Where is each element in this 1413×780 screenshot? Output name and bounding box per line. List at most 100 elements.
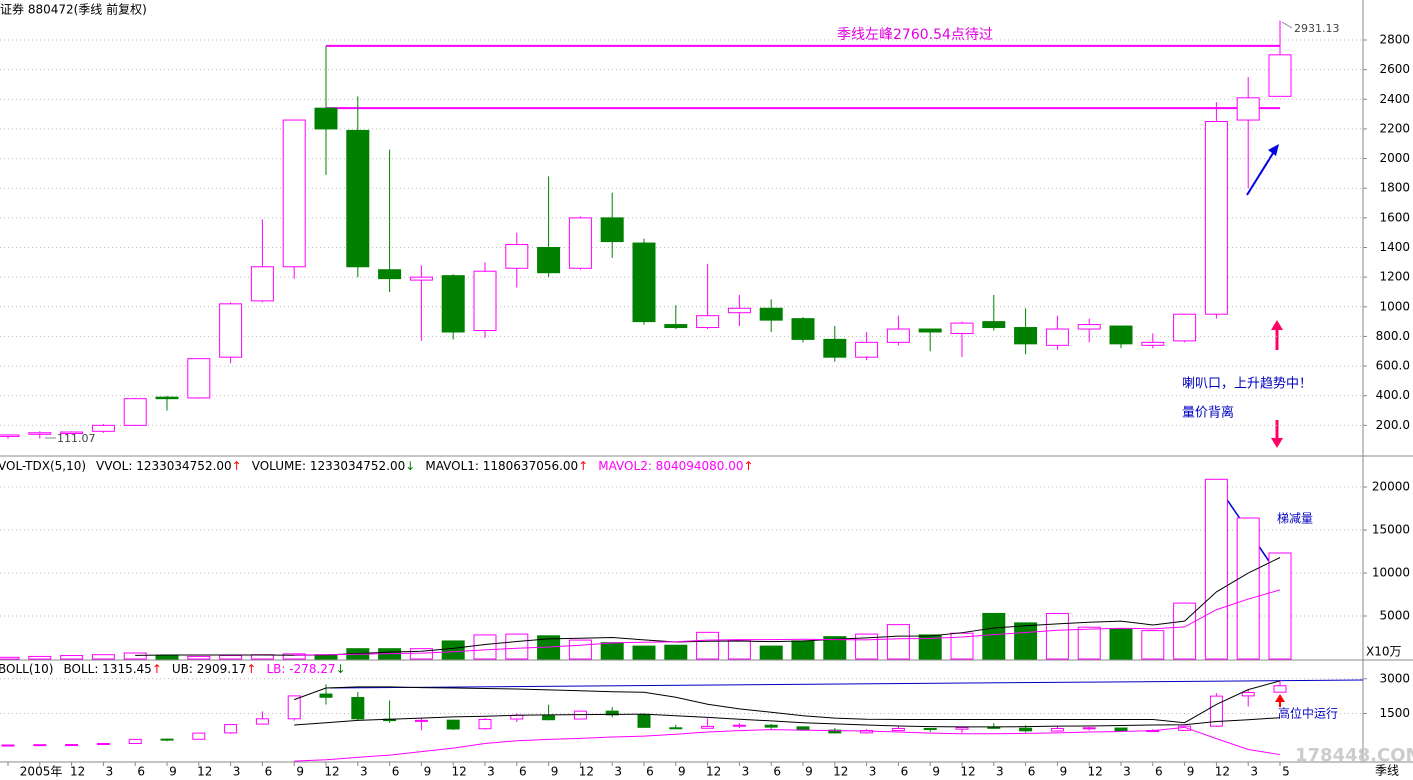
candle-body (414, 719, 428, 722)
x-tick-label: 5 (1282, 765, 1290, 779)
readout: ↑ (578, 459, 588, 473)
volume-bar (473, 634, 497, 660)
y-tick-label: 1800 (1379, 181, 1410, 195)
y-tick-label: 10000 (1372, 566, 1410, 580)
annotation: 季线左峰2760.54点待过 (837, 27, 993, 43)
candle-body (478, 718, 492, 730)
x-tick-label: 3 (614, 765, 622, 779)
candle-body (987, 726, 1001, 729)
candle-body (696, 315, 720, 329)
annotation: 梯减量 (1277, 512, 1313, 526)
candle-body (727, 307, 751, 314)
volume-bar (1204, 478, 1228, 660)
candle-body (1050, 727, 1064, 732)
candle-body (1045, 328, 1069, 346)
readout: BOLL(10) (0, 662, 53, 676)
indicator-line (294, 680, 1281, 724)
candle-body (669, 727, 683, 730)
y-tick-label: 200.0 (1376, 418, 1410, 432)
volume-bar (505, 633, 529, 660)
x-tick-label: 3 (996, 765, 1004, 779)
x-tick-label: 9 (932, 765, 940, 779)
volume-bar (187, 655, 211, 660)
candle-body (1173, 313, 1197, 342)
candle-body (1082, 727, 1096, 730)
candle-body (823, 338, 847, 358)
candle-body (1109, 325, 1133, 345)
candle-body (1019, 727, 1033, 732)
candle-body (1014, 327, 1038, 345)
candle-body (96, 743, 110, 746)
x-tick-label: 9 (805, 765, 813, 779)
y-tick-label: 800.0 (1376, 329, 1410, 343)
x-tick-label: 12 (70, 765, 85, 779)
candle-body (255, 718, 269, 725)
y-tick-label: 2200 (1379, 121, 1410, 135)
y-tick-label: 20000 (1372, 480, 1410, 494)
x-tick-label: 12 (706, 765, 721, 779)
y-tick-label: 2400 (1379, 92, 1410, 106)
y-tick-label: 5000 (1379, 609, 1410, 623)
readout: ↓ (336, 662, 346, 676)
x-tick-label: 3 (1123, 765, 1131, 779)
candle-body (473, 270, 497, 332)
candle-body (1273, 685, 1287, 693)
y-tick-label: 400.0 (1376, 388, 1410, 402)
volume-bar (155, 655, 179, 660)
candle-body (192, 732, 206, 740)
readout: ↑ (152, 662, 162, 676)
y-tick-label: 1000 (1379, 299, 1410, 313)
volume-bar (823, 636, 847, 660)
x-tick-label: 12 (1215, 765, 1230, 779)
x-tick-label: 9 (551, 765, 559, 779)
x-tick-label: 3 (106, 765, 114, 779)
volume-bar (409, 648, 433, 660)
volume-bar (886, 624, 910, 660)
indicator-header: VOL-TDX(5,10) VVOL: 1233034752.00↑ VOLUME:… (0, 459, 754, 473)
volume-bar (123, 652, 147, 660)
candle-body (637, 714, 651, 728)
candle-body (1209, 695, 1223, 727)
candle-body (441, 275, 465, 333)
y-tick-label: 2600 (1379, 62, 1410, 76)
x-tick-label: 12 (452, 765, 467, 779)
volume-bar (1268, 552, 1292, 660)
candle-body (224, 724, 238, 734)
candle-body (155, 396, 179, 400)
volume-bar (0, 656, 20, 660)
x-tick-label: 6 (519, 765, 527, 779)
x-tick-label: 3 (233, 765, 241, 779)
x-tick-label: 3 (742, 765, 750, 779)
candle-body (33, 744, 47, 747)
x-tick-label: 6 (773, 765, 781, 779)
volume-bar (1173, 602, 1197, 660)
volume-bar (1236, 517, 1260, 660)
candle-body (314, 107, 338, 130)
x-tick-label: 3 (360, 765, 368, 779)
x-tick-label: 12 (324, 765, 339, 779)
candle-body (542, 715, 556, 721)
x-tick-label: 3 (1250, 765, 1258, 779)
candle-body (0, 434, 20, 437)
candle-body (1077, 324, 1101, 330)
x-tick-label: 12 (197, 765, 212, 779)
candle-body (923, 727, 937, 730)
x-tick-label: 9 (296, 765, 304, 779)
candle-body (219, 303, 243, 358)
volume-bar (600, 642, 624, 660)
y-tick-label: 3000 (1379, 671, 1410, 685)
candle-body (60, 431, 84, 435)
volume-bar (282, 653, 306, 660)
candle-body (1, 744, 15, 747)
volume-bar (696, 631, 720, 660)
candle-body (701, 725, 715, 729)
x-tick-label: 9 (424, 765, 432, 779)
candle-body (1236, 97, 1260, 121)
candle-body (759, 307, 783, 321)
x-tick-label: 6 (901, 765, 909, 779)
x-tick-label: 6 (392, 765, 400, 779)
readout: VOLUME: 1233034752.00 (252, 459, 406, 473)
volume-bar (60, 655, 84, 660)
readout: ↑ (743, 459, 753, 473)
candle-body (187, 358, 211, 399)
